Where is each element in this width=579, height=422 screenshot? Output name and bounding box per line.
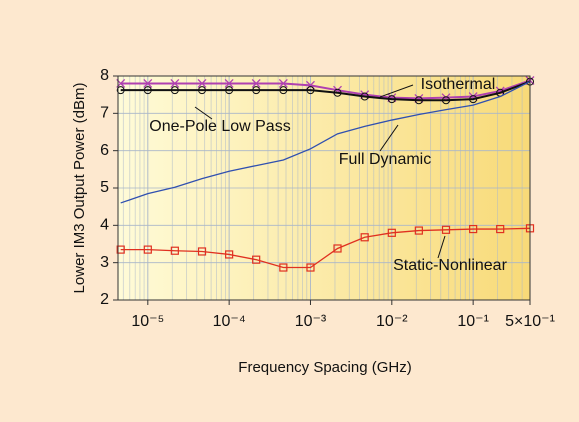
marker [143, 245, 152, 254]
marker [170, 86, 179, 95]
marker [252, 255, 261, 264]
x-tick-label: 10⁻⁵ [131, 313, 164, 330]
marker [278, 79, 288, 88]
marker [496, 224, 505, 234]
marker [387, 228, 396, 237]
annotation-arrow [194, 106, 213, 120]
marker [198, 86, 207, 95]
marker [225, 250, 234, 259]
marker [414, 226, 423, 235]
x-tick-label: 5×10⁻¹ [505, 313, 555, 330]
marker [197, 79, 207, 88]
marker [442, 96, 451, 105]
y-tick-label: 4 [100, 217, 109, 234]
annotation: Full Dynamic [339, 151, 431, 168]
marker [387, 93, 397, 103]
marker [252, 86, 261, 95]
marker [279, 263, 288, 272]
y-tick-label: 7 [100, 105, 109, 122]
marker [143, 86, 152, 95]
marker [360, 92, 369, 101]
x-tick-label: 10⁻⁴ [213, 313, 246, 330]
marker [279, 86, 288, 95]
y-tick-label: 2 [100, 291, 109, 308]
x-tick-label: 10⁻² [376, 313, 408, 330]
annotation-arrow [437, 235, 446, 259]
marker [225, 86, 234, 95]
marker [143, 79, 153, 88]
marker [170, 79, 180, 88]
series-line [120, 79, 531, 100]
x-tick-label: 10⁻¹ [457, 313, 489, 330]
y-tick-label: 6 [100, 142, 109, 159]
marker [441, 225, 451, 234]
annotation: Static-Nonlinear [393, 257, 508, 274]
marker [387, 95, 396, 104]
y-tick-label: 3 [100, 254, 109, 271]
marker [251, 79, 261, 88]
marker [224, 79, 234, 88]
marker [116, 245, 125, 254]
marker [469, 224, 478, 234]
annotation-arrow [379, 124, 399, 152]
marker [116, 86, 125, 95]
marker [414, 96, 423, 105]
marker [170, 246, 179, 255]
marker [306, 86, 315, 95]
marker [360, 233, 369, 242]
annotation-arrow [379, 84, 414, 98]
annotation: One-Pole Low Pass [149, 118, 290, 135]
series-line [120, 227, 531, 269]
marker [197, 247, 207, 256]
annotation: Isothermal [421, 76, 496, 93]
marker [333, 88, 342, 97]
x-tick-label: 10⁻³ [295, 313, 327, 330]
marker [306, 263, 315, 272]
y-tick-label: 5 [100, 179, 109, 196]
y-axis-label: Lower IM3 Output Power (dBm) [71, 83, 88, 294]
y-tick-label: 8 [100, 67, 109, 84]
x-axis-label: Frequency Spacing (GHz) [238, 359, 411, 376]
series-line [120, 80, 531, 102]
series-line [120, 81, 531, 204]
marker [333, 244, 342, 253]
marker [469, 95, 478, 104]
